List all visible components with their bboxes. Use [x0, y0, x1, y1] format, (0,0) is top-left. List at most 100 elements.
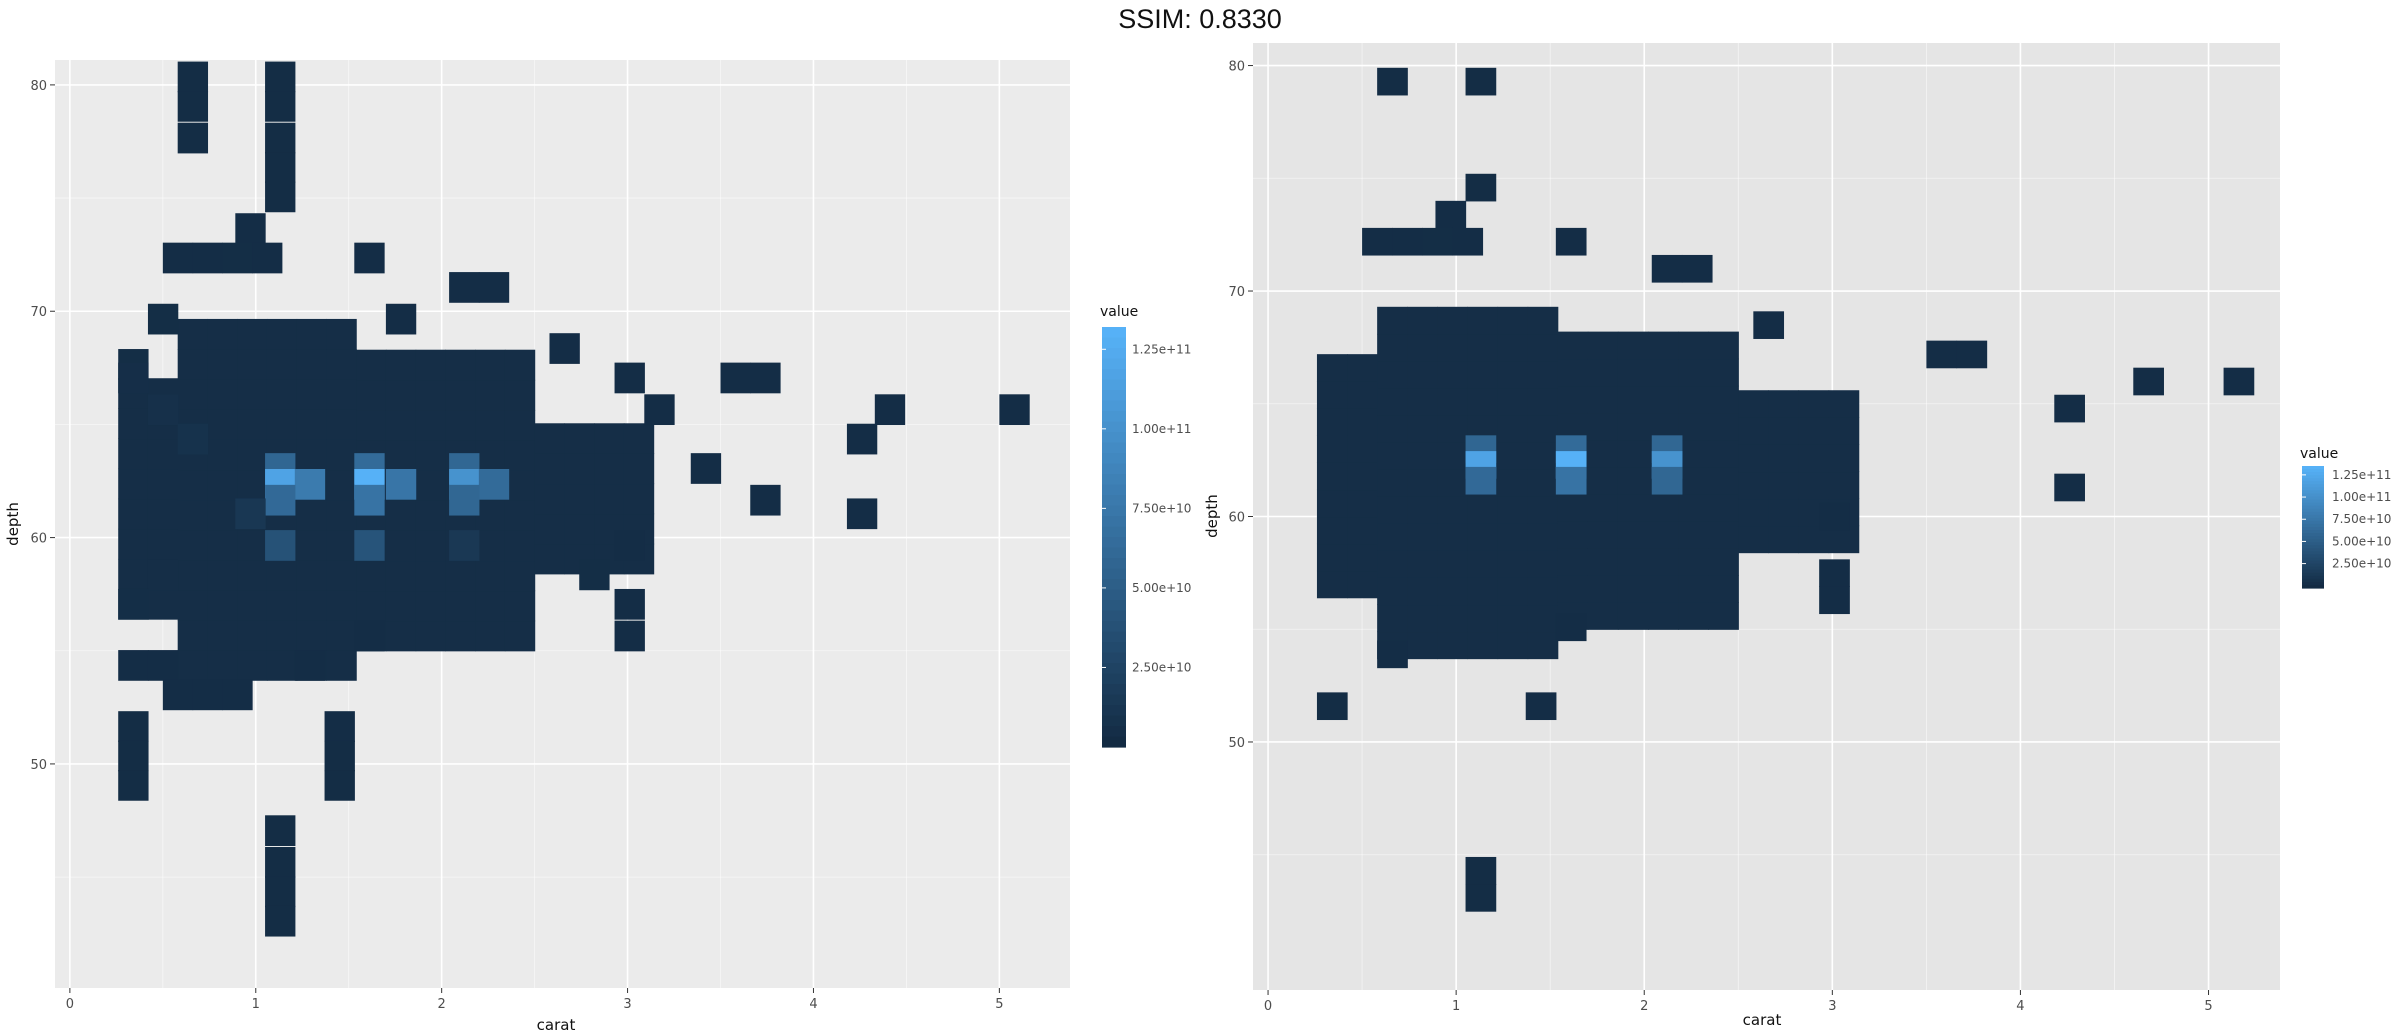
heatmap-cell	[1678, 358, 1709, 387]
legend-colorbar-segment	[2302, 530, 2324, 534]
heatmap-cell	[1828, 390, 1860, 418]
x-tick-label: 2	[438, 997, 446, 1012]
heatmap-cell	[2054, 394, 2085, 423]
heatmap-cell	[207, 349, 238, 380]
heatmap-cell	[1527, 523, 1559, 551]
heatmap-cell	[192, 679, 223, 711]
y-tick-label: 50	[1228, 736, 1245, 751]
heatmap-cell	[623, 453, 655, 485]
legend-colorbar-segment	[2302, 527, 2324, 531]
heatmap-cell	[177, 619, 209, 651]
heatmap-cell	[207, 409, 238, 440]
heatmap-cell	[564, 453, 595, 485]
legend-colorbar-segment	[2302, 569, 2324, 574]
heatmap-cell	[2054, 473, 2085, 502]
legend-label: 2.50e+10	[2332, 557, 2391, 571]
heatmap-cell	[1648, 493, 1679, 522]
legend-colorbar-segment	[2302, 548, 2324, 552]
heatmap-cell	[1407, 496, 1438, 524]
heatmap-cell	[1753, 311, 1785, 339]
heatmap-cell	[1467, 333, 1499, 362]
heatmap-cell	[534, 453, 565, 485]
heatmap-cell	[504, 409, 536, 441]
heatmap-cell	[504, 349, 536, 381]
heatmap-cell	[207, 589, 238, 621]
heatmap-cell	[1617, 412, 1649, 441]
heatmap-cell	[1437, 360, 1469, 389]
legend-label: 1.25e+11	[2332, 468, 2391, 482]
heatmap-cell	[356, 560, 387, 592]
heatmap-cell	[475, 530, 506, 562]
heatmap-cell	[1738, 498, 1769, 527]
legend-colorbar-segment	[2302, 496, 2324, 501]
heatmap-cell	[118, 362, 149, 394]
heatmap-cell	[1407, 387, 1438, 416]
heatmap-cell	[326, 589, 357, 621]
heatmap-cell	[1648, 331, 1679, 360]
heatmap-cell	[475, 409, 506, 441]
heatmap-cell	[1467, 631, 1499, 660]
heatmap-cell	[177, 423, 209, 455]
heatmap-cell	[326, 499, 357, 531]
legend-colorbar-segment	[2302, 505, 2324, 510]
heatmap-cell	[1437, 604, 1469, 633]
x-tick-label: 5	[2204, 999, 2212, 1014]
legend-colorbar-segment	[1102, 652, 1126, 664]
heatmap-cell	[237, 379, 268, 410]
heatmap-cell	[1407, 442, 1438, 470]
heatmap-cell	[326, 439, 357, 471]
heatmap-cell	[1437, 469, 1469, 497]
heatmap-cell	[1497, 333, 1529, 362]
heatmap-cell	[1557, 493, 1589, 522]
heatmap-cell	[1437, 631, 1469, 660]
legend-colorbar-segment	[2302, 481, 2324, 485]
heatmap-cell	[1437, 442, 1469, 470]
heatmap-cell	[449, 530, 480, 561]
heatmap-cell	[1392, 227, 1423, 256]
heatmap-cell	[504, 620, 536, 652]
legend-colorbar-segment	[2302, 466, 2324, 470]
heatmap-cell	[385, 468, 417, 500]
heatmap-cell	[1407, 333, 1438, 362]
x-tick-label: 4	[809, 997, 817, 1012]
legend-colorbar-segment	[1102, 736, 1126, 748]
heatmap-cell	[162, 679, 194, 711]
y-tick-label: 60	[1228, 511, 1245, 526]
heatmap-cell	[1678, 385, 1709, 414]
legend-label: 7.50e+10	[2332, 512, 2391, 526]
legend-colorbar-segment	[1102, 589, 1126, 601]
heatmap-cell	[1557, 575, 1589, 603]
legend-colorbar-segment	[1102, 379, 1126, 391]
heatmap-cell	[1678, 575, 1709, 603]
heatmap-cell	[237, 559, 268, 591]
heatmap-cell	[1555, 227, 1587, 256]
legend-colorbar-segment	[1102, 694, 1126, 706]
legend-colorbar-segment	[1102, 505, 1126, 517]
heatmap-right: 0 1 2 3 4 5 50 60 70 80 carat depth value 1.25e+11 1.0…	[1203, 43, 2391, 1029]
legend-colorbar-segment	[1102, 484, 1126, 496]
heatmap-cell	[1422, 227, 1453, 256]
heatmap-cell	[1347, 543, 1378, 572]
legend-colorbar-segment	[1102, 547, 1126, 559]
heatmap-cell	[1407, 469, 1438, 497]
heatmap-cell	[415, 530, 446, 562]
heatmap-cell	[1768, 390, 1800, 418]
y-tick-label: 70	[30, 305, 47, 320]
legend-colorbar-segment	[2302, 514, 2324, 519]
heatmap-cell	[296, 379, 328, 410]
heatmap-cell	[237, 349, 268, 380]
heatmap-cell	[1467, 523, 1499, 551]
heatmap-cell	[162, 242, 194, 274]
legend-colorbar-segment	[2302, 472, 2324, 476]
heatmap-cell	[564, 483, 595, 515]
heatmap-cell	[1587, 385, 1619, 414]
legend-label: 1.00e+11	[2332, 490, 2391, 504]
heatmap-cell	[118, 770, 149, 801]
legend-colorbar-segment	[2302, 572, 2324, 577]
legend-colorbar-segment	[1102, 705, 1126, 717]
heatmap-cell	[415, 590, 446, 622]
heatmap-cell	[265, 61, 296, 93]
heatmap-cell	[1497, 631, 1529, 660]
heatmap-cell	[1316, 381, 1348, 409]
heatmap-cell	[1798, 417, 1830, 445]
